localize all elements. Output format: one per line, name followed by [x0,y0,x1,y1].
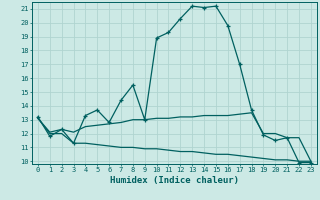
X-axis label: Humidex (Indice chaleur): Humidex (Indice chaleur) [110,176,239,185]
